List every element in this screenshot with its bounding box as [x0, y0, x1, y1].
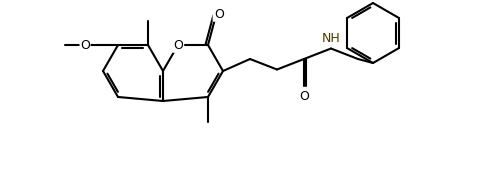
Text: O: O — [80, 38, 90, 51]
Text: NH: NH — [322, 32, 340, 45]
Text: O: O — [214, 8, 224, 21]
Text: O: O — [299, 90, 309, 103]
Text: O: O — [173, 38, 183, 51]
